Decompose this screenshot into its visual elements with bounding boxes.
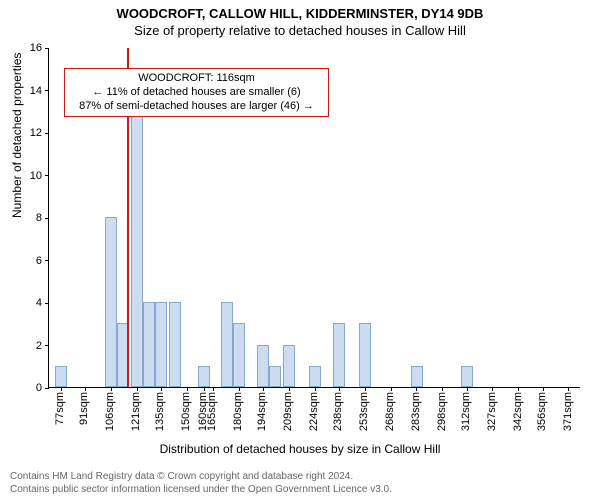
x-tick-label: 91sqm (78, 392, 90, 425)
histogram-bar (143, 302, 155, 387)
x-tick-label: 150sqm (180, 392, 192, 431)
y-tick-label: 8 (12, 212, 42, 224)
x-tick-label: 121sqm (130, 392, 142, 431)
x-tick-label: 327sqm (486, 392, 498, 431)
x-tick-label: 238sqm (332, 392, 344, 431)
title-block: WOODCROFT, CALLOW HILL, KIDDERMINSTER, D… (0, 0, 600, 38)
x-tick-label: 253sqm (358, 392, 370, 431)
x-tick-mark (239, 387, 240, 391)
histogram-bar (155, 302, 167, 387)
histogram-bar (333, 323, 345, 387)
x-tick-mark (111, 387, 112, 391)
x-tick-label: 312sqm (460, 392, 472, 431)
y-tick-mark (45, 388, 49, 389)
x-tick-mark (187, 387, 188, 391)
x-axis-label: Distribution of detached houses by size … (0, 442, 600, 456)
x-tick-mark (85, 387, 86, 391)
x-tick-mark (137, 387, 138, 391)
x-tick-mark (339, 387, 340, 391)
histogram-bar (269, 366, 281, 387)
x-tick-mark (416, 387, 417, 391)
x-tick-mark (391, 387, 392, 391)
y-tick-label: 2 (12, 340, 42, 352)
histogram-bar (257, 345, 269, 388)
x-tick-mark (568, 387, 569, 391)
chart-subtitle: Size of property relative to detached ho… (0, 23, 600, 38)
histogram-bar (309, 366, 321, 387)
annotation-line: 87% of semi-detached houses are larger (… (71, 100, 322, 114)
x-tick-mark (289, 387, 290, 391)
histogram-bar (169, 302, 181, 387)
histogram-bar (411, 366, 423, 387)
histogram-bar (55, 366, 67, 387)
y-tick-label: 6 (12, 255, 42, 267)
x-tick-mark (61, 387, 62, 391)
y-tick-mark (45, 175, 49, 176)
y-tick-mark (45, 260, 49, 261)
x-tick-label: 77sqm (54, 392, 66, 425)
y-tick-label: 0 (12, 382, 42, 394)
x-tick-mark (213, 387, 214, 391)
x-tick-label: 268sqm (384, 392, 396, 431)
y-tick-label: 16 (12, 42, 42, 54)
x-tick-mark (543, 387, 544, 391)
x-tick-label: 209sqm (282, 392, 294, 431)
histogram-bar (105, 217, 117, 387)
chart-region: WOODCROFT: 116sqm← 11% of detached house… (48, 48, 580, 388)
plot-area: WOODCROFT: 116sqm← 11% of detached house… (48, 48, 580, 388)
annotation-line: ← 11% of detached houses are smaller (6) (71, 86, 322, 100)
y-tick-mark (45, 218, 49, 219)
histogram-bar (198, 366, 210, 387)
x-tick-mark (315, 387, 316, 391)
histogram-bar (461, 366, 473, 387)
footer-line-1: Contains HM Land Registry data © Crown c… (10, 471, 392, 484)
y-tick-label: 12 (12, 127, 42, 139)
x-tick-label: 371sqm (562, 392, 574, 431)
footer-line-2: Contains public sector information licen… (10, 484, 392, 497)
histogram-bar (359, 323, 371, 387)
attribution-footer: Contains HM Land Registry data © Crown c… (10, 471, 392, 496)
histogram-bar (283, 345, 295, 388)
x-tick-mark (161, 387, 162, 391)
x-tick-label: 165sqm (206, 392, 218, 431)
x-tick-label: 135sqm (154, 392, 166, 431)
y-tick-label: 14 (12, 85, 42, 97)
y-tick-label: 10 (12, 170, 42, 182)
x-tick-mark (467, 387, 468, 391)
x-tick-label: 194sqm (256, 392, 268, 431)
y-tick-mark (45, 48, 49, 49)
x-tick-label: 298sqm (436, 392, 448, 431)
x-tick-label: 356sqm (536, 392, 548, 431)
y-tick-mark (45, 133, 49, 134)
y-tick-label: 4 (12, 297, 42, 309)
y-tick-mark (45, 303, 49, 304)
x-tick-label: 224sqm (308, 392, 320, 431)
x-tick-mark (518, 387, 519, 391)
x-tick-mark (204, 387, 205, 391)
x-tick-label: 106sqm (104, 392, 116, 431)
y-tick-mark (45, 345, 49, 346)
histogram-bar (221, 302, 233, 387)
chart-title: WOODCROFT, CALLOW HILL, KIDDERMINSTER, D… (0, 6, 600, 21)
x-tick-label: 180sqm (232, 392, 244, 431)
histogram-bar (233, 323, 245, 387)
x-tick-label: 283sqm (410, 392, 422, 431)
x-tick-mark (442, 387, 443, 391)
x-tick-mark (263, 387, 264, 391)
x-tick-mark (492, 387, 493, 391)
annotation-box: WOODCROFT: 116sqm← 11% of detached house… (64, 68, 329, 117)
histogram-bar (131, 111, 143, 387)
x-tick-mark (365, 387, 366, 391)
x-tick-label: 342sqm (512, 392, 524, 431)
annotation-line: WOODCROFT: 116sqm (71, 72, 322, 86)
y-tick-mark (45, 90, 49, 91)
